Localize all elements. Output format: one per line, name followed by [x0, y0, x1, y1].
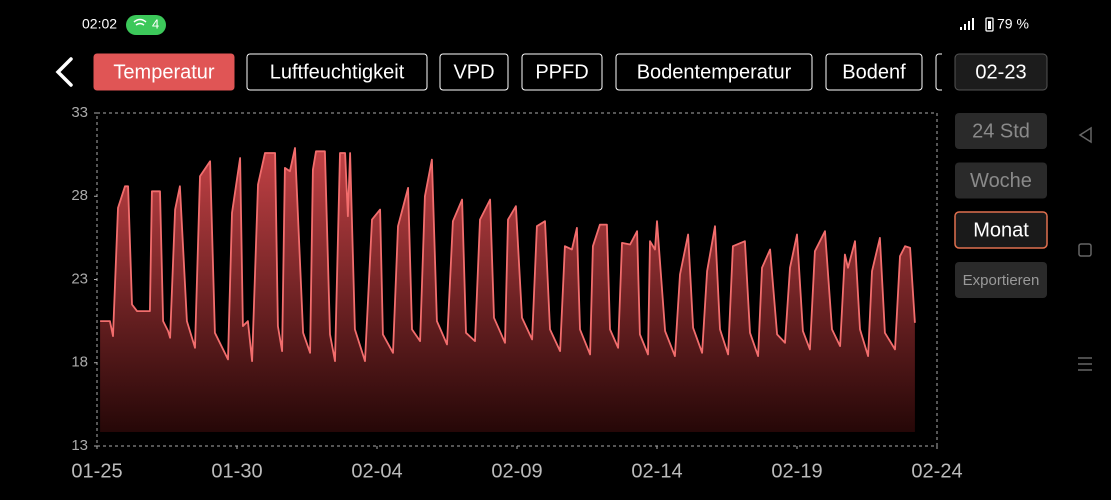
y-tick-label: 18: [71, 354, 88, 371]
battery-icon: [985, 17, 994, 32]
line: [100, 147, 916, 362]
x-tick-label: 02-14: [631, 460, 682, 482]
range-label: Monat: [973, 219, 1029, 241]
range-button[interactable]: [954, 211, 1048, 249]
tab[interactable]: [246, 53, 428, 91]
date-button[interactable]: [954, 53, 1048, 91]
range-label: Woche: [970, 170, 1032, 192]
y-tick-label: 33: [71, 104, 88, 121]
tab-label: Bodentemperatur: [637, 61, 792, 83]
notification-pill: [126, 15, 166, 35]
tab-label: Temperatur: [113, 61, 214, 83]
tab-label: PPFD: [535, 61, 588, 83]
nav-home[interactable]: [1078, 243, 1092, 257]
export-button[interactable]: [955, 262, 1047, 298]
range-label: 24 Std: [972, 120, 1030, 142]
tab[interactable]: [93, 53, 235, 91]
export-label: Exportieren: [963, 272, 1040, 289]
tab[interactable]: [439, 53, 509, 91]
tab[interactable]: [825, 53, 923, 91]
chart: 13 18 23 28 33 01-25 01-30 02-04 02-09 02-14 02-19…: [71, 104, 962, 482]
back-button[interactable]: [55, 57, 73, 87]
y-tick-label: 13: [71, 437, 88, 454]
nav-menu[interactable]: [1078, 357, 1092, 371]
x-tick-label: 02-04: [351, 460, 402, 482]
hotspot-icon: [133, 18, 147, 26]
x-tick-label: 01-25: [71, 460, 122, 482]
battery-text: 79 %: [997, 16, 1029, 32]
tab-bar: Temperatur Luftfeuchtigkeit VPD PPFD Bodente…: [93, 53, 923, 91]
tab-overflow[interactable]: [935, 53, 956, 91]
date-button-label: 02-23: [975, 61, 1026, 83]
tab-label: Bodenf: [842, 61, 906, 83]
nav-back[interactable]: [1078, 126, 1092, 144]
x-tick-label: 02-19: [771, 460, 822, 482]
tab[interactable]: [521, 53, 603, 91]
tab-label: VPD: [453, 61, 494, 83]
x-tick-label: 02-09: [491, 460, 542, 482]
notification-count: 4: [152, 16, 159, 31]
range-button[interactable]: [955, 162, 1047, 199]
range-buttons: 24 Std Woche Monat: [954, 113, 1048, 249]
x-tick-label: 01-30: [211, 460, 262, 482]
tab[interactable]: [615, 53, 813, 91]
area-fill: [100, 148, 915, 432]
status-time: 02:02: [82, 16, 117, 32]
range-button[interactable]: [955, 113, 1047, 149]
battery-level: [988, 21, 991, 29]
signal-icon: [960, 18, 974, 30]
tab-label: Luftfeuchtigkeit: [270, 61, 405, 83]
y-tick-label: 23: [71, 270, 88, 287]
y-tick-label: 28: [71, 187, 88, 204]
x-tick-label: 02-24: [911, 460, 962, 482]
